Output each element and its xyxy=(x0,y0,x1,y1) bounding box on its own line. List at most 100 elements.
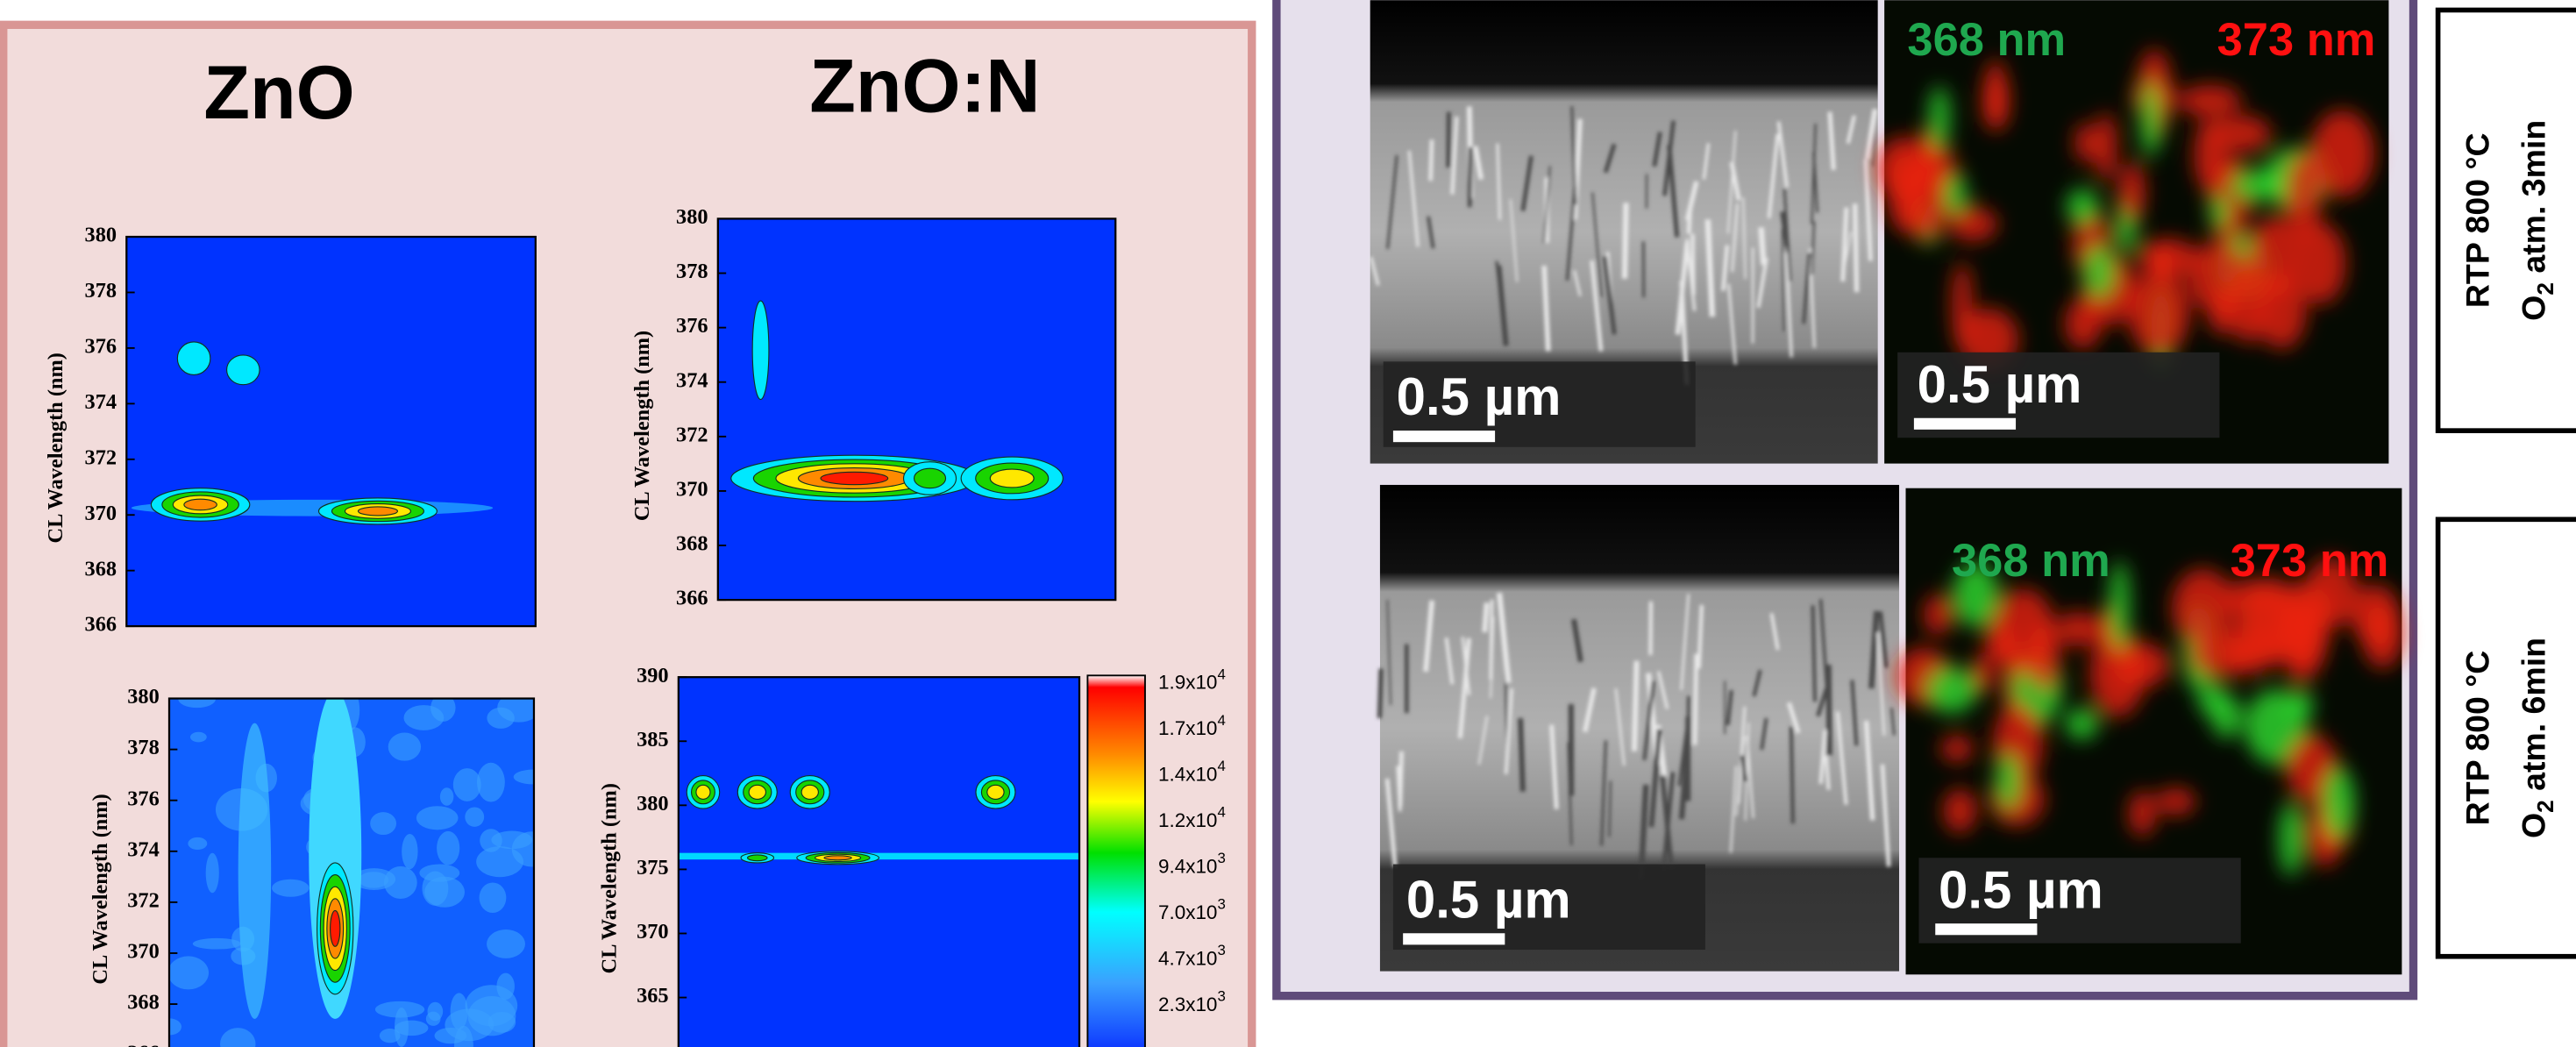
colorbar-label-exp: 3 xyxy=(1217,943,1225,959)
texture xyxy=(477,763,505,802)
y-tick-label: 374 xyxy=(127,837,160,861)
contour xyxy=(752,301,769,399)
scale-bar-label: 0.5 µm xyxy=(1939,860,2103,919)
texture xyxy=(388,733,421,761)
colorbar-label-base: 1.9x10 xyxy=(1158,672,1217,694)
cl-spot xyxy=(2310,110,2374,197)
colorbar-label-base: 4.7x10 xyxy=(1158,947,1217,969)
cl-spot xyxy=(1940,735,1973,762)
cl-spot xyxy=(2095,113,2117,182)
grain xyxy=(1791,727,1793,823)
cl-spot xyxy=(2156,788,2195,816)
grain xyxy=(1689,207,1690,233)
texture xyxy=(206,853,219,893)
texture xyxy=(480,829,502,851)
scale-bar xyxy=(1393,431,1495,442)
cl-spot xyxy=(1903,172,1948,240)
cl-spot xyxy=(1924,594,1952,635)
colorbar xyxy=(1087,675,1145,1047)
cl-spot xyxy=(1925,666,1977,714)
panel-title: ZnO:N xyxy=(809,45,1040,129)
colorbar-label-base: 1.2x10 xyxy=(1158,809,1217,831)
y-tick-label: 380 xyxy=(676,205,708,229)
cl-spot xyxy=(2178,85,2241,117)
green-label: 368 nm xyxy=(1952,536,2110,587)
colorbar-label-exp: 4 xyxy=(1217,666,1225,683)
cl-spot xyxy=(2352,584,2400,647)
cl-spot xyxy=(2322,766,2355,840)
red-label: 373 nm xyxy=(2231,536,2389,587)
cl-spot xyxy=(2074,123,2095,163)
y-tick-label: 376 xyxy=(85,335,117,359)
cl-spot xyxy=(2224,619,2275,674)
plot-area xyxy=(679,677,1079,1047)
y-tick-label: 372 xyxy=(85,445,117,469)
y-tick-label: 370 xyxy=(85,502,117,525)
colorbar-label-exp: 4 xyxy=(1217,759,1225,775)
scale-bar xyxy=(1914,418,2016,430)
subscript: 2 xyxy=(2532,282,2558,296)
y-tick-label: 380 xyxy=(127,685,160,709)
cl-spot xyxy=(2210,195,2230,229)
y-tick-label: 370 xyxy=(637,920,669,944)
plot-area xyxy=(126,237,536,626)
texture xyxy=(426,1012,441,1026)
cl-spot xyxy=(2256,274,2307,349)
contour xyxy=(749,785,765,799)
texture xyxy=(465,807,484,826)
colorbar-label-exp: 4 xyxy=(1217,804,1225,821)
y-tick-label: 374 xyxy=(85,390,117,414)
scale-bar-label: 0.5 µm xyxy=(1406,870,1571,929)
texture xyxy=(168,956,209,989)
texture xyxy=(375,1001,424,1018)
figure: ZnO ZnO:N 366368370372374376378380CL Wav… xyxy=(0,0,2576,1047)
grain xyxy=(1469,147,1470,208)
y-axis-label: CL Wavelength (nm) xyxy=(44,353,68,543)
y-tick-label: 365 xyxy=(637,984,669,1008)
cl-spot xyxy=(1974,652,1994,693)
cl-spot xyxy=(2056,611,2098,646)
subscript: 2 xyxy=(2532,800,2558,813)
cl-spot xyxy=(2129,791,2156,837)
cl-spot xyxy=(2194,118,2224,192)
colorbar-label-base: 1.4x10 xyxy=(1158,764,1217,786)
contour xyxy=(821,472,888,484)
y-tick-label: 374 xyxy=(676,368,708,392)
scale-bar xyxy=(1403,933,1505,944)
colorbar-label-base: 2.3x10 xyxy=(1158,994,1217,1015)
grain xyxy=(1813,605,1815,702)
grain xyxy=(1484,602,1486,632)
cl-spot xyxy=(1985,59,2007,131)
texture xyxy=(416,806,459,830)
y-axis-label: CL Wavelength (nm) xyxy=(598,783,622,973)
grain xyxy=(1625,203,1626,278)
colorbar-label-base: 7.0x10 xyxy=(1158,901,1217,923)
y-tick-label: 385 xyxy=(637,728,669,751)
y-tick-label: 368 xyxy=(127,991,160,1015)
condition-line: RTP 800 °C xyxy=(2459,651,2496,826)
y-tick-label: 378 xyxy=(676,260,708,283)
cl-spot xyxy=(2067,189,2099,224)
scale-bar xyxy=(1935,923,2037,935)
scale-bar-label: 0.5 µm xyxy=(1918,355,2082,414)
y-tick-label: 380 xyxy=(85,224,117,247)
grain xyxy=(1520,718,1523,792)
colorbar-label-base: 9.4x10 xyxy=(1158,855,1217,877)
green-label: 368 nm xyxy=(1907,15,2066,66)
y-tick-label: 375 xyxy=(637,856,669,880)
condition-rest: atm. 6min xyxy=(2515,637,2551,800)
contour xyxy=(184,499,217,509)
y-tick-label: 366 xyxy=(676,587,708,610)
contour xyxy=(824,856,851,860)
cl-spot xyxy=(1943,788,1976,832)
y-tick-label: 368 xyxy=(85,557,117,580)
colorbar-label-base: 1.7x10 xyxy=(1158,717,1217,739)
texture xyxy=(402,834,417,869)
contour xyxy=(358,507,397,516)
element: O xyxy=(2515,813,2551,838)
element: O xyxy=(2515,296,2551,321)
texture xyxy=(190,732,207,743)
contour xyxy=(801,785,818,799)
cl-spot xyxy=(2212,694,2242,738)
y-axis-label: CL Wavelength (nm) xyxy=(630,331,654,521)
